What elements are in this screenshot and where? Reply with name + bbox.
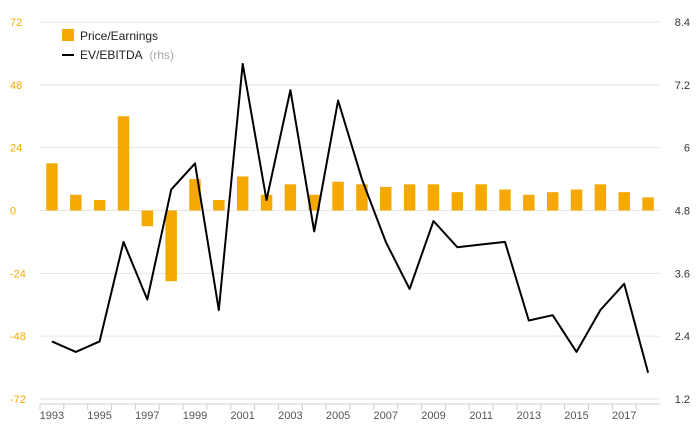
x-tick-label: 2011 bbox=[469, 410, 493, 422]
bar-price-earnings-1993 bbox=[46, 163, 58, 211]
bar-price-earnings-1996 bbox=[117, 116, 130, 211]
y-right-tick-label: 7.2 bbox=[675, 80, 690, 92]
legend: Price/Earnings EV/EBITDA (rhs) bbox=[62, 29, 174, 62]
bar-price-earnings-2007 bbox=[380, 186, 392, 211]
bar-price-earnings-2014 bbox=[546, 192, 559, 211]
x-tick-label: 2013 bbox=[517, 410, 541, 422]
x-tick-label: 1997 bbox=[135, 410, 159, 422]
y-left-tick-label: -72 bbox=[10, 394, 26, 406]
bar-price-earnings-2008 bbox=[403, 184, 416, 211]
bar-price-earnings-2004 bbox=[308, 194, 320, 211]
bar-price-earnings-2000 bbox=[213, 200, 225, 211]
bar-price-earnings-2009 bbox=[427, 184, 440, 211]
ev-ebitda-line bbox=[51, 62, 650, 374]
y-axis-right: 8.4 7.2 6 4.8 3.6 2.4 1.2 bbox=[675, 17, 690, 406]
bar-price-earnings-1997 bbox=[141, 210, 154, 227]
bar-price-earnings-2011 bbox=[475, 184, 487, 211]
x-tick-label: 1999 bbox=[183, 410, 207, 422]
bar-price-earnings-1999 bbox=[189, 179, 201, 211]
y-left-tick-label: -48 bbox=[10, 331, 26, 343]
y-left-tick-label: 48 bbox=[10, 80, 22, 92]
y-right-tick-label: 8.4 bbox=[675, 17, 690, 29]
bar-price-earnings-2006 bbox=[356, 184, 368, 211]
legend-label-ev-ebitda: EV/EBITDA bbox=[80, 48, 143, 62]
y-left-tick-label: 24 bbox=[10, 143, 22, 155]
gridlines bbox=[40, 21, 660, 400]
bar-price-earnings-2003 bbox=[284, 184, 297, 211]
x-tick-label: 2007 bbox=[374, 410, 398, 422]
y-right-tick-label: 4.8 bbox=[675, 206, 690, 218]
x-tick-label: 2003 bbox=[278, 410, 302, 422]
x-tick-label: 2015 bbox=[564, 410, 588, 422]
y-axis-left: 72 48 24 0 -24 -48 -72 bbox=[10, 17, 26, 406]
bar-price-earnings-1994 bbox=[70, 194, 82, 211]
bar-price-earnings-2013 bbox=[523, 194, 535, 211]
bar-price-earnings-2010 bbox=[451, 192, 464, 211]
y-right-tick-label: 3.6 bbox=[675, 268, 690, 280]
y-right-tick-label: 1.2 bbox=[675, 394, 690, 406]
y-left-tick-label: 0 bbox=[10, 206, 16, 218]
svg-text:EV/EBITDA (rhs): EV/EBITDA (rhs) bbox=[80, 48, 174, 62]
legend-label-rhs: (rhs) bbox=[149, 48, 174, 62]
y-right-tick-label: 6 bbox=[684, 143, 690, 155]
x-tick-label: 2017 bbox=[612, 410, 636, 422]
bar-series bbox=[46, 116, 654, 282]
bar-price-earnings-2001 bbox=[236, 176, 249, 211]
bar-price-earnings-2018 bbox=[642, 197, 654, 211]
x-tick-label: 2005 bbox=[326, 410, 350, 422]
legend-swatch-price-earnings bbox=[62, 29, 74, 41]
bar-price-earnings-2002 bbox=[260, 194, 273, 211]
x-tick-label: 1993 bbox=[40, 410, 64, 422]
bar-price-earnings-1998 bbox=[165, 210, 177, 282]
bar-price-earnings-1995 bbox=[93, 200, 106, 211]
bar-price-earnings-2015 bbox=[570, 189, 583, 211]
y-left-tick-label: 72 bbox=[10, 17, 22, 29]
bar-price-earnings-2017 bbox=[618, 192, 630, 211]
y-right-tick-label: 2.4 bbox=[675, 331, 690, 343]
x-tick-label: 2001 bbox=[230, 410, 254, 422]
x-tick-label: 2009 bbox=[421, 410, 445, 422]
x-tick-label: 1995 bbox=[87, 410, 111, 422]
bar-price-earnings-2005 bbox=[332, 181, 344, 211]
y-left-tick-label: -24 bbox=[10, 268, 26, 280]
bar-price-earnings-2012 bbox=[499, 189, 511, 211]
legend-label-price-earnings: Price/Earnings bbox=[80, 29, 158, 43]
x-axis-ticks: 1993 1995 1997 1999 2001 2003 2005 2007 2009 2011… bbox=[39, 404, 637, 422]
bar-price-earnings-2016 bbox=[594, 184, 607, 211]
